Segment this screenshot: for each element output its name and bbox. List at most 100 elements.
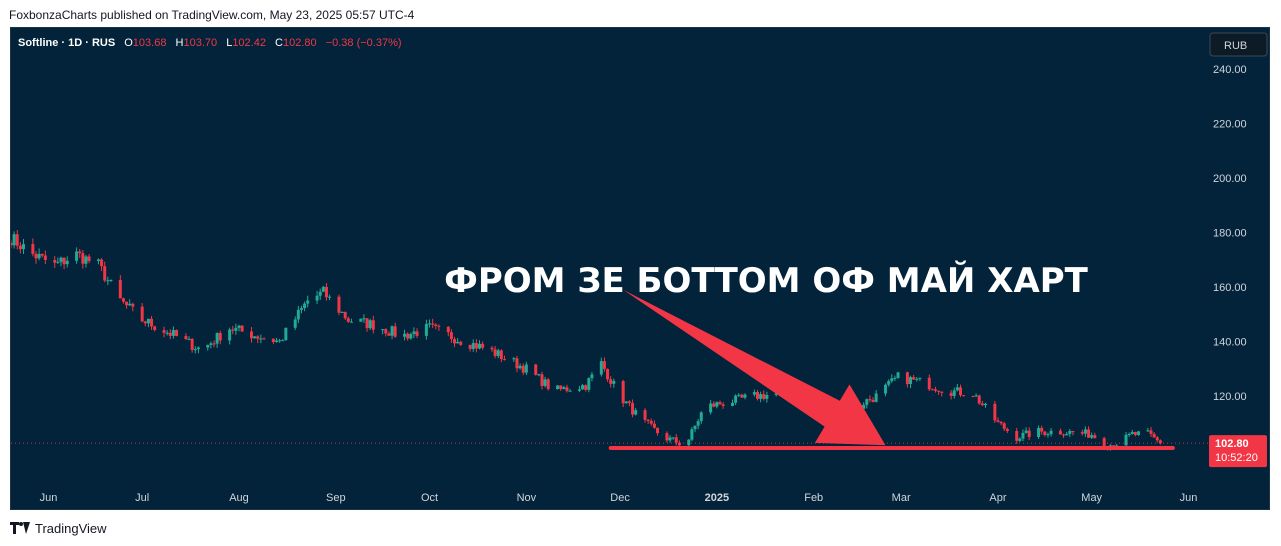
candle-body: [755, 392, 759, 399]
candle-body: [1127, 434, 1131, 436]
candle-body: [559, 385, 563, 389]
candle-body: [37, 253, 41, 259]
candle-body: [259, 338, 263, 340]
candle-body: [868, 399, 872, 401]
candle-body: [196, 347, 200, 350]
candle-body: [962, 395, 966, 397]
candle-body: [568, 390, 572, 392]
candle-body: [999, 421, 1003, 424]
candle-body: [393, 326, 397, 337]
candle-body: [565, 387, 569, 391]
candle-body: [590, 374, 594, 379]
legend-h-value: 103.70: [183, 37, 217, 49]
y-tick-label: 120.00: [1213, 391, 1247, 403]
candle-body: [146, 318, 150, 324]
candle-body: [599, 361, 603, 375]
candle-body: [649, 420, 653, 424]
candle-body: [459, 341, 463, 345]
candle-body: [228, 329, 232, 341]
candle-body: [62, 257, 66, 265]
candle-body: [949, 392, 953, 396]
candle-body: [299, 308, 303, 310]
candle-body: [40, 253, 44, 256]
candle-body: [752, 392, 756, 395]
candlestick-chart[interactable]: ФРОМ ЗЕ БОТТОМ ОФ МАЙ ХАРТ 120.00140.001…: [11, 28, 1271, 511]
legend-symbol: Softline · 1D · RUS: [18, 37, 115, 49]
candle-body: [365, 318, 369, 329]
candle-body: [1018, 438, 1022, 441]
candle-body: [212, 343, 216, 345]
candle-body: [453, 339, 457, 344]
candle-body: [415, 331, 419, 336]
candle-body: [515, 358, 519, 369]
candle-body: [340, 311, 344, 313]
candle-body: [996, 420, 1000, 422]
candle-body: [546, 379, 550, 390]
candle-body: [631, 402, 635, 415]
chart-panel[interactable]: ФРОМ ЗЕ БОТТОМ ОФ МАЙ ХАРТ 120.00 140.00 1…: [10, 27, 1270, 510]
candle-body: [730, 402, 734, 406]
candle-body: [256, 336, 260, 339]
candle-body: [434, 324, 438, 326]
candle-body: [474, 343, 478, 349]
candle-body: [456, 341, 460, 344]
candle-body: [581, 385, 585, 390]
candle-body: [140, 306, 144, 322]
price-tag: 102.80 10:52:20: [1209, 435, 1267, 468]
candle-body: [118, 279, 122, 299]
currency-button[interactable]: RUB: [1209, 32, 1268, 57]
candle-body: [293, 319, 297, 328]
candle-body: [284, 327, 288, 341]
candle-body: [346, 318, 350, 322]
candle-body: [643, 410, 647, 420]
candle-body: [1149, 430, 1153, 434]
candle-body: [315, 295, 319, 301]
y-tick-label: 180.00: [1213, 228, 1247, 240]
candle-body: [274, 340, 278, 343]
candle-body: [652, 423, 656, 428]
candle-body: [1002, 423, 1006, 429]
candle-body: [737, 394, 741, 396]
candle-body: [955, 387, 959, 391]
candle-body: [1037, 427, 1041, 437]
candle-body: [100, 259, 104, 267]
candle-body: [56, 261, 60, 263]
candle-body: [762, 394, 766, 399]
candle-body: [431, 323, 435, 325]
candle-body: [153, 326, 157, 331]
y-tick-label: 220.00: [1213, 118, 1247, 130]
candle-body: [671, 437, 675, 439]
candle-body: [1058, 430, 1062, 435]
candle-body: [687, 439, 691, 446]
candle-body: [84, 256, 88, 264]
candle-body: [874, 393, 878, 402]
candle-body: [343, 311, 347, 319]
candle-body: [1049, 430, 1053, 435]
candle-body: [490, 347, 494, 350]
footer-brand[interactable]: TradingView: [10, 519, 107, 537]
candle-body: [424, 323, 428, 336]
candle-body: [231, 329, 235, 331]
legend-change: −0.38 (−0.37%): [326, 37, 402, 49]
tradingview-logo-icon: [10, 522, 30, 534]
candle-body: [1093, 435, 1097, 439]
candle-body: [930, 389, 934, 391]
candle-body: [909, 377, 913, 385]
candle-body: [1130, 432, 1134, 435]
candle-body: [712, 403, 716, 407]
candle-body: [602, 361, 606, 369]
candle-body: [927, 377, 931, 390]
x-axis: Jun Jul Aug Sep Oct Nov Dec 2025 Feb Mar Apr May Jun: [40, 492, 1198, 504]
legend-line: Softline · 1D · RUS O103.68 H103.70 L102…: [18, 37, 402, 49]
candle-body: [884, 384, 888, 394]
candle-body: [893, 377, 897, 379]
candle-body: [87, 256, 91, 262]
candle-body: [512, 358, 516, 360]
candle-body: [249, 331, 253, 339]
candle-body: [1158, 440, 1162, 444]
candle-body: [1021, 432, 1025, 439]
candle-body: [1015, 431, 1019, 441]
candle-body: [1124, 434, 1128, 446]
candle-body: [715, 402, 719, 407]
candle-body: [150, 318, 154, 327]
